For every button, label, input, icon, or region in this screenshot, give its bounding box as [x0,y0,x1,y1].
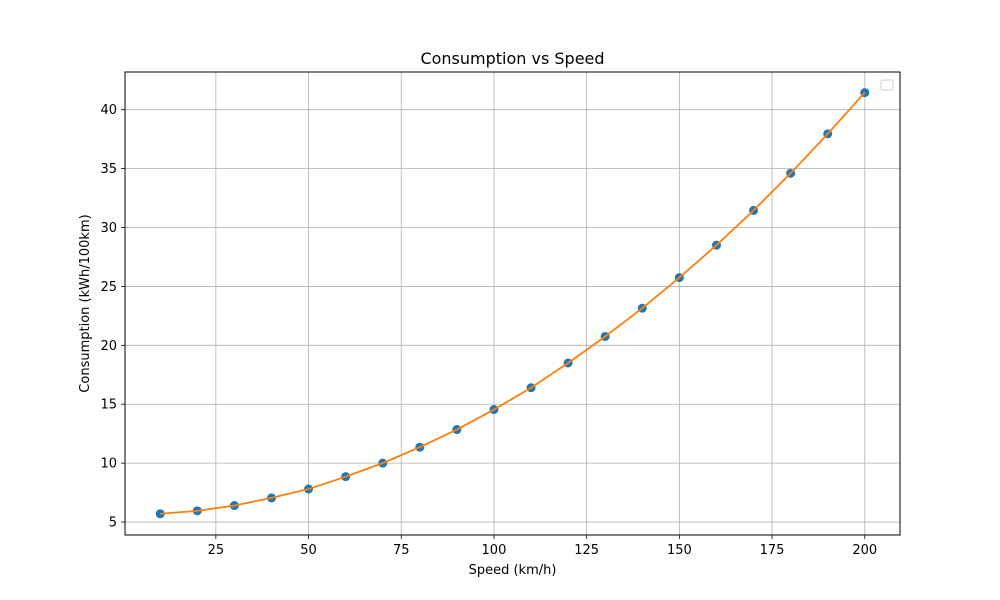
scatter-point [155,509,165,519]
x-tick-label: 175 [760,543,785,558]
x-tick-label: 200 [852,543,877,558]
y-tick-label: 20 [100,339,117,354]
y-tick-label: 40 [100,103,117,118]
y-tick-label: 35 [100,162,117,177]
plot-frame [124,71,901,536]
fit-line [160,92,866,515]
grid [125,72,900,535]
y-tick-label: 30 [100,221,117,236]
legend-box [880,79,894,91]
y-tick-label: 15 [100,398,117,413]
x-tick-label: 75 [393,543,410,558]
axis-ticks: 25 50 75 100 125 150 175 200 5 10 15 20 25 30 35 40 [100,103,877,558]
y-tick-label: 10 [100,457,117,472]
x-tick-label: 100 [482,543,507,558]
x-tick-label: 125 [574,543,599,558]
y-tick-label: 5 [109,516,117,531]
x-tick-label: 50 [300,543,317,558]
x-tick-label: 150 [667,543,692,558]
x-axis-title: Speed (km/h) [469,563,557,578]
plot-series [155,88,870,519]
chart-title: Consumption vs Speed [420,49,604,68]
x-tick-label: 25 [208,543,225,558]
y-tick-label: 25 [100,280,117,295]
y-axis-title: Consumption (kWh/100km) [78,214,93,392]
